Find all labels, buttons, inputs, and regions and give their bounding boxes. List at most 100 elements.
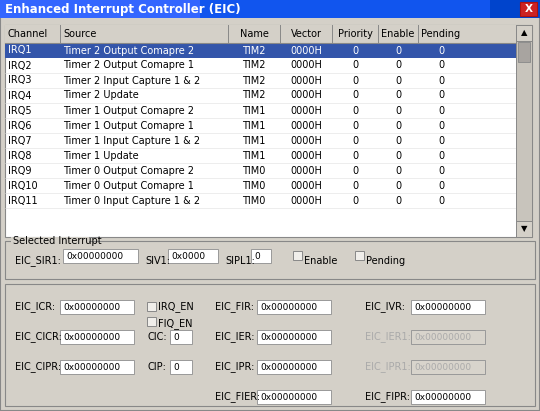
Bar: [11, 237, 89, 246]
Text: IRQ3: IRQ3: [8, 76, 31, 85]
Text: 0x00000000: 0x00000000: [260, 332, 317, 342]
Bar: [293, 251, 302, 260]
Bar: [5, 43, 516, 58]
Text: Timer 1 Output Comapre 2: Timer 1 Output Comapre 2: [63, 106, 194, 115]
Bar: [516, 25, 532, 41]
Text: Enable: Enable: [381, 29, 415, 39]
Text: 0: 0: [438, 136, 444, 145]
Text: 0000H: 0000H: [290, 136, 322, 145]
Text: TIM2: TIM2: [242, 60, 266, 71]
Bar: [520, 2, 537, 16]
Text: Timer 0 Output Comapre 1: Timer 0 Output Comapre 1: [63, 180, 194, 191]
Text: 0x00000000: 0x00000000: [63, 332, 120, 342]
Text: 0: 0: [173, 332, 179, 342]
Text: EIC_CIPR:: EIC_CIPR:: [15, 362, 61, 372]
Text: IRQ2: IRQ2: [8, 60, 32, 71]
Bar: [257, 300, 331, 314]
Text: Timer 0 Input Capture 1 & 2: Timer 0 Input Capture 1 & 2: [63, 196, 200, 206]
Text: 0: 0: [352, 90, 358, 101]
Text: EIC_IPR:: EIC_IPR:: [215, 362, 254, 372]
Bar: [0, 0, 200, 18]
Bar: [257, 330, 331, 344]
Text: 0: 0: [352, 136, 358, 145]
Text: 0x00000000: 0x00000000: [63, 302, 120, 312]
Bar: [147, 317, 156, 326]
Text: 0x00000000: 0x00000000: [414, 302, 471, 312]
Bar: [5, 284, 535, 406]
Text: 0000H: 0000H: [290, 106, 322, 115]
Bar: [411, 360, 485, 374]
Text: Timer 2 Output Comapre 2: Timer 2 Output Comapre 2: [63, 46, 194, 55]
Text: Channel: Channel: [8, 29, 48, 39]
Text: Timer 2 Update: Timer 2 Update: [63, 90, 139, 101]
Bar: [518, 42, 530, 62]
Text: CIC:: CIC:: [147, 332, 167, 342]
Text: TIM0: TIM0: [242, 180, 266, 191]
Text: EIC_SIR1:: EIC_SIR1:: [15, 256, 61, 266]
Text: 0: 0: [352, 76, 358, 85]
Text: TIM2: TIM2: [242, 46, 266, 55]
Text: 0: 0: [438, 150, 444, 161]
Text: 0000H: 0000H: [290, 46, 322, 55]
Text: IRQ5: IRQ5: [8, 106, 32, 115]
Bar: [411, 300, 485, 314]
Text: 0: 0: [438, 120, 444, 131]
Bar: [170, 330, 192, 344]
Text: IRQ_EN: IRQ_EN: [158, 302, 194, 312]
Text: 0: 0: [395, 166, 401, 175]
Text: 0000H: 0000H: [290, 150, 322, 161]
Text: IRQ4: IRQ4: [8, 90, 31, 101]
Text: 0000H: 0000H: [290, 120, 322, 131]
Text: EIC_FIER:: EIC_FIER:: [215, 392, 260, 402]
Text: IRQ6: IRQ6: [8, 120, 31, 131]
Text: 0000H: 0000H: [290, 196, 322, 206]
Text: Pending: Pending: [421, 29, 461, 39]
Text: IRQ10: IRQ10: [8, 180, 38, 191]
Text: 0000H: 0000H: [290, 90, 322, 101]
Text: Timer 1 Update: Timer 1 Update: [63, 150, 139, 161]
Text: 0: 0: [352, 166, 358, 175]
Text: 0: 0: [438, 166, 444, 175]
Text: TIM1: TIM1: [242, 120, 266, 131]
Text: TIM1: TIM1: [242, 136, 266, 145]
Text: EIC_FIR:: EIC_FIR:: [215, 302, 254, 312]
Text: 0: 0: [438, 46, 444, 55]
Text: 0x00000000: 0x00000000: [260, 363, 317, 372]
Bar: [257, 390, 331, 404]
Text: FIQ_EN: FIQ_EN: [158, 319, 192, 330]
Text: 0: 0: [395, 150, 401, 161]
Bar: [60, 330, 134, 344]
Text: 0x00000000: 0x00000000: [260, 393, 317, 402]
Text: X: X: [524, 4, 532, 14]
Text: EIC_ICR:: EIC_ICR:: [15, 302, 55, 312]
Bar: [5, 241, 535, 279]
Text: Timer 0 Output Comapre 2: Timer 0 Output Comapre 2: [63, 166, 194, 175]
Text: EIC_CICR:: EIC_CICR:: [15, 332, 62, 342]
Text: SIV1:: SIV1:: [145, 256, 170, 266]
Text: TIM2: TIM2: [242, 76, 266, 85]
Text: Timer 2 Input Capture 1 & 2: Timer 2 Input Capture 1 & 2: [63, 76, 200, 85]
Text: ▲: ▲: [521, 28, 527, 37]
Text: 0x00000000: 0x00000000: [414, 393, 471, 402]
Text: 0: 0: [352, 106, 358, 115]
Text: 0: 0: [173, 363, 179, 372]
Text: 0: 0: [395, 136, 401, 145]
Text: Vector: Vector: [291, 29, 321, 39]
Text: 0x00000000: 0x00000000: [414, 332, 471, 342]
Text: IRQ9: IRQ9: [8, 166, 31, 175]
Text: Enhanced Interrupt Controller (EIC): Enhanced Interrupt Controller (EIC): [5, 2, 241, 16]
Text: 0: 0: [352, 46, 358, 55]
Text: SIPL1:: SIPL1:: [225, 256, 255, 266]
Text: 0: 0: [395, 180, 401, 191]
Text: Timer 1 Output Comapre 1: Timer 1 Output Comapre 1: [63, 120, 194, 131]
Text: 0: 0: [395, 120, 401, 131]
Text: 0: 0: [438, 90, 444, 101]
Text: 0: 0: [254, 252, 260, 261]
Text: Timer 1 Input Capture 1 & 2: Timer 1 Input Capture 1 & 2: [63, 136, 200, 145]
Bar: [170, 360, 192, 374]
Bar: [0, 0, 490, 18]
Text: IRQ1: IRQ1: [8, 46, 31, 55]
Text: 0: 0: [438, 196, 444, 206]
Bar: [5, 25, 532, 237]
Bar: [5, 25, 516, 43]
